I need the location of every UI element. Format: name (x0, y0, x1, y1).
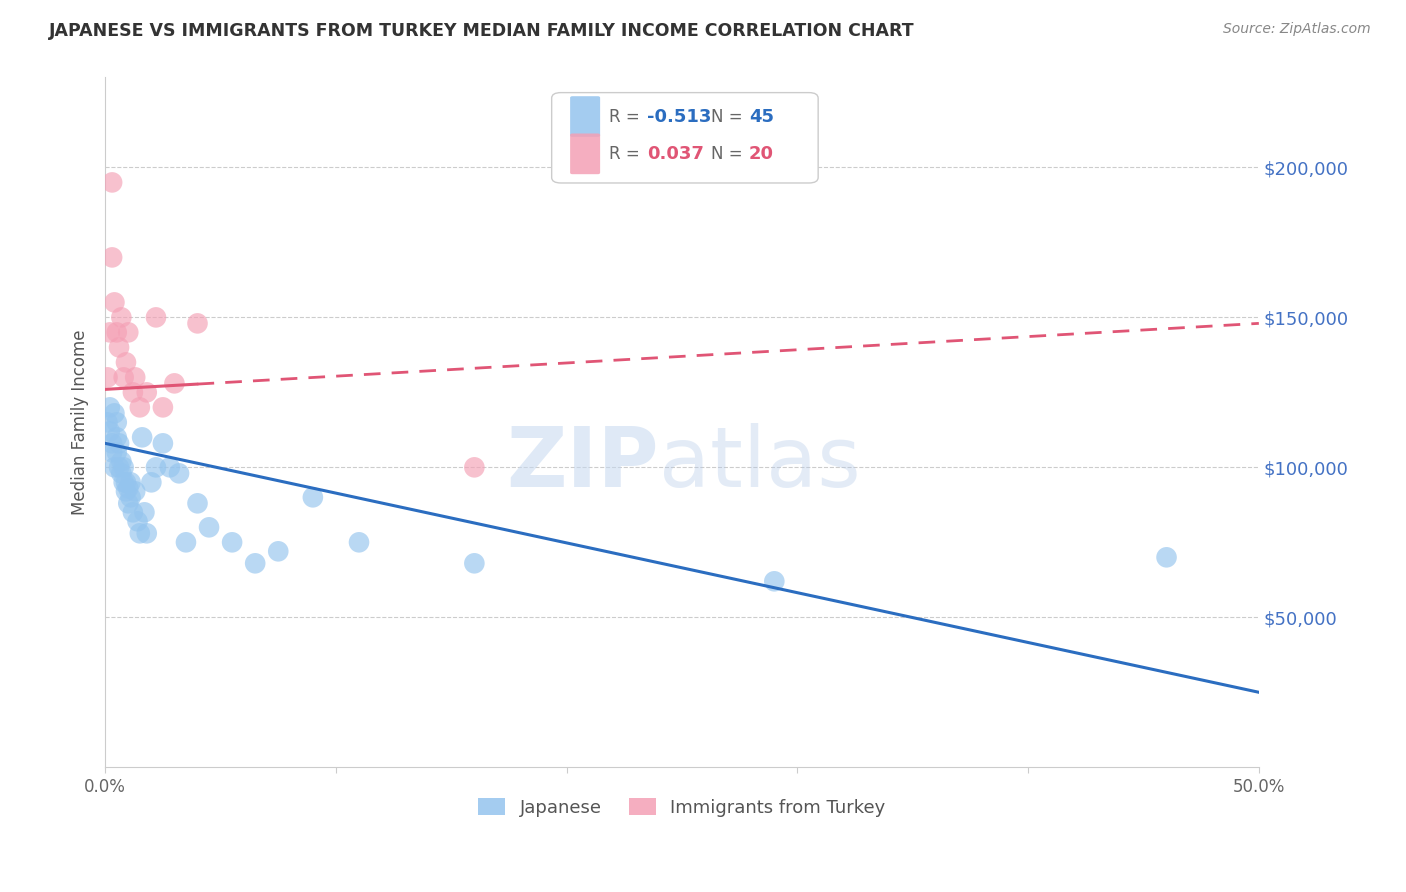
Point (198, 520, 221, 534)
Point (347, 535, 370, 549)
Point (152, 436, 174, 450)
Point (124, 484, 146, 499)
Point (302, 491, 325, 505)
Point (186, 496, 208, 510)
Text: -0.513: -0.513 (647, 108, 711, 126)
Point (134, 505, 156, 519)
Point (101, 445, 124, 459)
Point (174, 535, 197, 549)
Point (120, 475, 142, 490)
Point (1156, 550, 1178, 565)
Point (167, 467, 190, 481)
Point (267, 544, 290, 558)
Point (108, 436, 131, 450)
Point (112, 460, 135, 475)
Text: atlas: atlas (659, 423, 860, 504)
Point (117, 481, 139, 495)
Point (122, 505, 145, 519)
Text: R =: R = (609, 145, 645, 163)
Point (98, 401, 121, 415)
Point (135, 385, 157, 400)
Point (105, 326, 128, 340)
Point (101, 251, 124, 265)
Point (159, 460, 181, 475)
Y-axis label: Median Family Income: Median Family Income (72, 330, 89, 515)
Text: N =: N = (711, 108, 748, 126)
Point (108, 460, 131, 475)
Text: N =: N = (711, 145, 748, 163)
Point (145, 460, 167, 475)
Point (120, 491, 142, 505)
Point (463, 557, 485, 571)
Text: JAPANESE VS IMMIGRANTS FROM TURKEY MEDIAN FAMILY INCOME CORRELATION CHART: JAPANESE VS IMMIGRANTS FROM TURKEY MEDIA… (49, 22, 915, 40)
Point (103, 460, 125, 475)
Point (221, 535, 243, 549)
Point (186, 317, 208, 331)
Point (103, 295, 125, 310)
Point (96, 415, 118, 429)
Text: Source: ZipAtlas.com: Source: ZipAtlas.com (1223, 22, 1371, 37)
Point (127, 514, 149, 528)
Point (115, 475, 138, 490)
Point (101, 436, 124, 450)
Point (117, 326, 139, 340)
Point (141, 475, 163, 490)
Point (135, 526, 157, 541)
Point (96, 370, 118, 384)
Text: ZIP: ZIP (506, 423, 659, 504)
Point (763, 574, 786, 589)
Point (105, 430, 128, 444)
Point (463, 460, 485, 475)
Legend: Japanese, Immigrants from Turkey: Japanese, Immigrants from Turkey (471, 790, 893, 824)
Point (128, 526, 150, 541)
Text: 20: 20 (749, 145, 773, 163)
Point (103, 406, 125, 420)
FancyBboxPatch shape (569, 134, 600, 174)
Point (98, 425, 121, 439)
Point (131, 430, 153, 444)
Point (115, 355, 138, 369)
Point (152, 401, 174, 415)
Point (115, 484, 138, 499)
Point (110, 454, 132, 468)
Point (124, 370, 146, 384)
Point (163, 376, 186, 391)
Point (112, 370, 135, 384)
Text: 0.037: 0.037 (647, 145, 704, 163)
Point (108, 340, 131, 354)
Point (105, 415, 128, 429)
Point (122, 385, 145, 400)
Point (110, 467, 132, 481)
FancyBboxPatch shape (569, 96, 600, 136)
Point (105, 445, 128, 459)
Point (101, 175, 124, 189)
Text: 45: 45 (749, 108, 773, 126)
Point (128, 401, 150, 415)
Point (145, 310, 167, 325)
Text: R =: R = (609, 108, 645, 126)
Point (98, 326, 121, 340)
FancyBboxPatch shape (551, 93, 818, 183)
Point (112, 475, 135, 490)
Point (243, 557, 266, 571)
Point (110, 310, 132, 325)
Point (117, 496, 139, 510)
